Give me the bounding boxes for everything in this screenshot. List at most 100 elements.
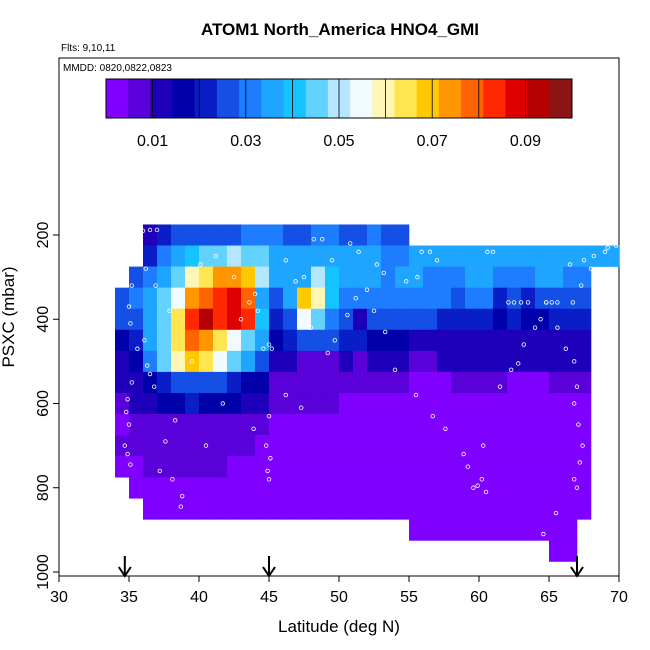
colorbar-swatch: [438, 79, 462, 118]
flight-point: [553, 510, 559, 516]
heatmap-cell: [577, 266, 592, 288]
flight-point: [532, 325, 538, 330]
heatmap-cell: [185, 287, 200, 310]
heatmap-cell: [199, 477, 214, 499]
heatmap-cell: [297, 245, 312, 267]
flight-point: [567, 262, 573, 267]
heatmap-cell: [423, 329, 438, 352]
flight-point: [555, 300, 560, 305]
heatmap-cell: [157, 435, 172, 457]
x-tick-label: 50: [330, 589, 348, 606]
flight-point: [129, 380, 134, 385]
flight-point: [404, 279, 409, 284]
flight-point: [497, 384, 503, 389]
heatmap-cell: [199, 498, 214, 520]
heatmap-cell: [353, 498, 368, 520]
flight-point: [157, 468, 162, 474]
flight-point: [481, 443, 486, 448]
heatmap-cell: [283, 266, 298, 288]
flight-point: [153, 283, 158, 288]
heatmap-cell: [185, 477, 200, 499]
heatmap-cell: [465, 266, 480, 288]
heatmap-cell: [367, 245, 382, 267]
heatmap-cell: [283, 350, 298, 373]
heatmap-cell: [493, 392, 508, 415]
heatmap-cell: [325, 245, 340, 267]
heatmap-cell: [493, 498, 508, 520]
heatmap-cell: [409, 371, 424, 394]
heatmap-cell: [213, 435, 228, 457]
heatmap-cell: [269, 414, 284, 436]
heatmap-cell: [507, 477, 522, 499]
heatmap-cell: [311, 414, 326, 436]
heatmap-cell: [115, 456, 130, 478]
heatmap-cell: [521, 287, 536, 310]
colorbar-tick-label: 0.03: [230, 133, 261, 150]
heatmap-cell: [213, 371, 228, 394]
heatmap-cell: [157, 329, 172, 352]
heatmap-cell: [297, 392, 312, 415]
y-tick-label: 1000: [35, 554, 52, 590]
heatmap-cell: [227, 392, 242, 415]
heatmap-cell: [241, 266, 256, 288]
heatmap-cell: [353, 435, 368, 457]
flight-point: [506, 300, 511, 305]
heatmap-cell: [577, 414, 592, 436]
flight-point: [266, 477, 272, 482]
heatmap-cell: [409, 308, 424, 331]
heatmap-cell: [171, 308, 186, 331]
heatmap-cell: [171, 456, 186, 478]
heatmap-cell: [465, 477, 480, 499]
heatmap-cell: [115, 329, 130, 352]
flight-point: [137, 237, 143, 242]
heatmap-cell: [563, 329, 578, 352]
colorbar-swatch: [172, 79, 196, 118]
flight-point: [261, 346, 266, 351]
heatmap-cell: [157, 477, 172, 499]
heatmap-cell: [283, 371, 298, 394]
heatmap-cell: [269, 329, 284, 352]
flight-point: [265, 468, 270, 474]
heatmap-cell: [521, 245, 536, 267]
heatmap-cell: [367, 456, 382, 478]
heatmap-cell: [437, 477, 452, 499]
flight-point: [135, 346, 140, 351]
heatmap-cell: [129, 392, 144, 415]
colorbar-swatch: [261, 79, 284, 118]
heatmap-cell: [297, 456, 312, 478]
heatmap-cell: [241, 329, 256, 352]
flight-point: [283, 258, 288, 263]
heatmap-cell: [395, 498, 410, 520]
colorbar-swatch: [350, 79, 373, 118]
heatmap-cell: [213, 224, 228, 246]
heatmap-cell: [451, 519, 466, 541]
heatmap-cell: [171, 329, 186, 352]
heatmap-cell: [381, 456, 396, 478]
flight-point: [518, 300, 524, 305]
colorbar-swatch: [216, 79, 240, 118]
heatmap-cell: [395, 224, 410, 246]
flight-point: [602, 249, 608, 255]
flight-point: [126, 304, 132, 309]
heatmap-cell: [241, 477, 256, 499]
heatmap-cell: [437, 456, 452, 478]
heatmap-cell: [199, 266, 214, 288]
heatmap-cell: [367, 350, 382, 373]
heatmap-cell: [535, 245, 550, 267]
heatmap-cell: [465, 287, 480, 310]
heatmap-cell: [507, 435, 522, 457]
heatmap-cell: [199, 287, 214, 310]
colorbar-swatch: [394, 79, 418, 118]
heatmap-cell: [283, 456, 298, 478]
heatmap-cell: [129, 371, 144, 394]
heatmap-cell: [591, 245, 606, 267]
heatmap-cell: [563, 371, 578, 394]
heatmap-cell: [255, 350, 270, 373]
arrow-head: [117, 566, 132, 578]
heatmap-cell: [465, 245, 480, 267]
heatmap-cell: [367, 266, 382, 288]
heatmap-cell: [241, 245, 256, 267]
heatmap-cell: [437, 266, 452, 288]
heatmap-cell: [325, 371, 340, 394]
heatmap-cell: [255, 266, 270, 288]
